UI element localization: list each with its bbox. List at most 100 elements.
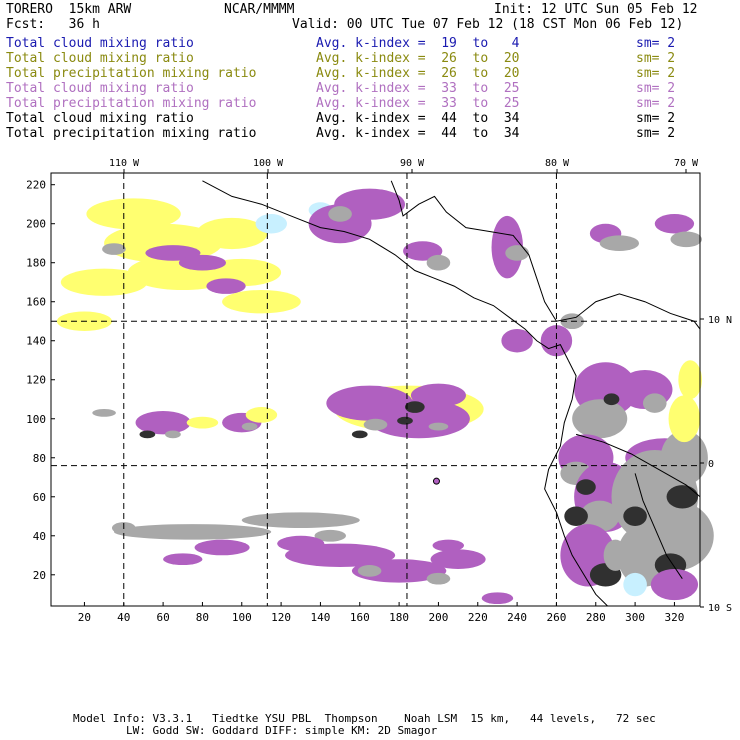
cloud-field-dark xyxy=(564,506,588,527)
cloud-field-magenta xyxy=(351,559,447,583)
cloud-field-dark xyxy=(666,485,699,509)
cloud-field-gray xyxy=(102,243,126,255)
border-line xyxy=(634,473,683,579)
y-tick-label: 160 xyxy=(26,296,46,309)
x-tick-label: 200 xyxy=(428,611,448,624)
legend-smoothing: sm= 2 xyxy=(636,96,676,111)
y-tick-label: 60 xyxy=(33,491,46,504)
cloud-field-magenta xyxy=(501,329,533,353)
legend-smoothing: sm= 2 xyxy=(636,36,676,51)
cloud-field-gray xyxy=(92,409,116,417)
x-tick-label: 180 xyxy=(389,611,409,624)
legend-kindex: Avg. k-index = 44 to 34 xyxy=(316,126,520,141)
legend-smoothing: sm= 2 xyxy=(636,126,676,141)
cloud-field-magenta xyxy=(432,539,464,552)
cloud-field-magenta xyxy=(277,535,325,552)
cloud-field-magenta xyxy=(145,245,201,261)
cloud-field-yellow xyxy=(245,407,278,423)
cloud-field-gray xyxy=(241,422,258,431)
cloud-field-magenta xyxy=(410,383,466,408)
y-tick-label: 140 xyxy=(26,335,46,348)
cloud-field-dark xyxy=(397,416,413,425)
legend-field: Total precipitation mixing ratio xyxy=(6,126,257,141)
x-tick-label: 100 xyxy=(232,611,252,624)
model-info-line2: LW: Godd SW: Goddard DIFF: simple KM: 2D… xyxy=(126,724,438,737)
x-tick-label: 20 xyxy=(78,611,91,624)
x-tick-label: 160 xyxy=(350,611,370,624)
x-tick-label: 60 xyxy=(156,611,169,624)
lon-label: 80 W xyxy=(545,158,570,169)
y-tick-label: 20 xyxy=(33,569,46,582)
legend-field: Total cloud mixing ratio xyxy=(6,36,194,51)
cloud-field-magenta xyxy=(430,549,486,569)
legend-kindex: Avg. k-index = 26 to 20 xyxy=(316,51,520,66)
legend-field: Total precipitation mixing ratio xyxy=(6,66,257,81)
x-tick-label: 300 xyxy=(625,611,645,624)
y-tick-label: 120 xyxy=(26,374,46,387)
x-tick-label: 140 xyxy=(310,611,330,624)
x-tick-label: 80 xyxy=(196,611,209,624)
cloud-field-dark xyxy=(576,479,596,495)
cloud-field-magenta xyxy=(481,592,514,605)
lat-label: 10 S xyxy=(708,603,732,614)
legend-smoothing: sm= 2 xyxy=(636,51,676,66)
coastline-south-america xyxy=(544,360,608,607)
cloud-field-gray xyxy=(363,418,388,431)
organization-label: NCAR/MMMM xyxy=(224,2,295,17)
legend-smoothing: sm= 2 xyxy=(636,66,676,81)
legend-kindex: Avg. k-index = 44 to 34 xyxy=(316,111,520,126)
x-tick-label: 120 xyxy=(271,611,291,624)
init-time: Init: 12 UTC Sun 05 Feb 12 xyxy=(494,2,698,17)
cloud-field-gray xyxy=(599,235,640,252)
cloud-field-magenta xyxy=(403,241,443,261)
x-tick-label: 280 xyxy=(586,611,606,624)
legend-field: Total precipitation mixing ratio xyxy=(6,96,257,111)
cloud-field-magenta xyxy=(178,254,227,271)
cloud-field-gray xyxy=(670,231,702,248)
y-tick-label: 40 xyxy=(33,530,46,543)
cloud-field-gray xyxy=(328,206,352,222)
lon-label: 70 W xyxy=(674,158,699,169)
cloud-field-gray xyxy=(642,393,667,413)
cloud-field-dark xyxy=(623,506,647,527)
cloud-field-yellow xyxy=(668,395,700,443)
legend-kindex: Avg. k-index = 33 to 25 xyxy=(316,96,520,111)
cloud-field-magenta xyxy=(650,568,699,601)
cloud-field-gray xyxy=(660,430,708,486)
galapagos-island xyxy=(432,477,440,485)
cloud-field-magenta xyxy=(206,278,246,294)
legend-kindex: Avg. k-index = 19 to 4 xyxy=(316,36,520,51)
lat-label: 0 xyxy=(708,459,714,470)
cloud-field-dark xyxy=(139,430,156,439)
cloud-field-yellow xyxy=(196,217,268,250)
lon-label: 110 W xyxy=(109,158,140,169)
cloud-field-gray xyxy=(357,565,382,577)
x-tick-label: 320 xyxy=(664,611,684,624)
legend-smoothing: sm= 2 xyxy=(636,81,676,96)
cloud-field-dark xyxy=(405,401,425,413)
x-tick-label: 260 xyxy=(546,611,566,624)
map-frame xyxy=(50,172,701,607)
model-info-line1: Model Info: V3.3.1 Tiedtke YSU PBL Thomp… xyxy=(73,712,656,725)
cloud-field-yellow xyxy=(60,268,148,296)
cloud-field-yellow xyxy=(222,290,301,314)
legend-smoothing: sm= 2 xyxy=(636,111,676,126)
cloud-field-magenta xyxy=(491,215,523,279)
cloud-field-magenta xyxy=(540,325,573,357)
cloud-field-gray xyxy=(426,572,451,585)
x-tick-label: 40 xyxy=(117,611,130,624)
y-tick-label: 200 xyxy=(26,218,46,231)
lat-label: 10 N xyxy=(708,315,732,326)
legend-field: Total cloud mixing ratio xyxy=(6,81,194,96)
x-tick-label: 240 xyxy=(507,611,527,624)
cloud-field-gray xyxy=(428,422,449,431)
cloud-field-magenta xyxy=(194,539,250,556)
legend-kindex: Avg. k-index = 26 to 20 xyxy=(316,66,520,81)
cloud-field-yellow xyxy=(86,198,181,230)
lon-label: 100 W xyxy=(253,158,284,169)
model-title: TORERO 15km ARW xyxy=(6,2,132,17)
cloud-field-lightblue xyxy=(255,213,287,234)
coastline-caribbean xyxy=(390,180,701,330)
valid-time: Valid: 00 UTC Tue 07 Feb 12 (18 CST Mon … xyxy=(292,17,684,32)
